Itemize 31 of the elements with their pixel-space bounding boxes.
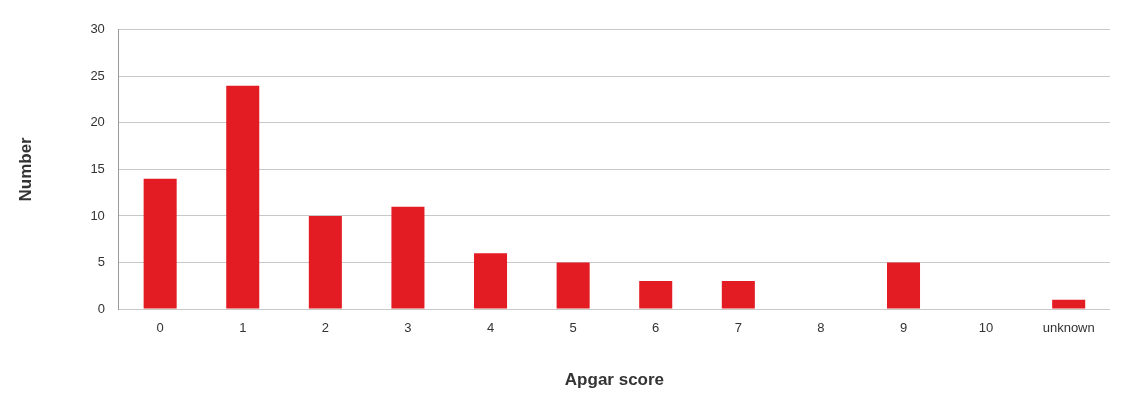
bar [474, 253, 508, 309]
x-tick-label: 2 [321, 320, 329, 336]
y-tick-label: 25 [90, 67, 105, 83]
x-tick-label: unknown [1042, 320, 1095, 336]
y-tick-label: 15 [90, 160, 105, 176]
y-axis-title: Number [15, 136, 35, 202]
y-tick-label: 0 [97, 300, 105, 316]
bar [226, 85, 260, 309]
bar [308, 215, 342, 309]
bar [391, 206, 425, 309]
x-tick-label: 6 [652, 320, 660, 336]
x-tick-label: 10 [978, 320, 994, 336]
x-tick-label: 5 [569, 320, 577, 336]
bar [556, 262, 590, 309]
bar [886, 262, 921, 309]
bar [1052, 299, 1086, 309]
bar [721, 281, 755, 309]
y-tick-label: 30 [90, 21, 105, 37]
x-tick-label: 7 [734, 320, 742, 336]
x-tick-label: 1 [239, 320, 247, 336]
x-tick-label: 8 [817, 320, 825, 336]
x-tick-label: 9 [899, 320, 908, 336]
bar [143, 178, 177, 309]
x-tick-label: 4 [486, 320, 495, 336]
bar [639, 281, 673, 309]
y-tick-label: 10 [90, 207, 105, 223]
y-tick-label: 20 [90, 114, 105, 130]
x-tick-label: 0 [156, 320, 164, 336]
y-tick-label: 5 [97, 254, 105, 270]
x-tick-label: 3 [404, 320, 412, 336]
x-axis-title: Apgar score [564, 370, 665, 390]
